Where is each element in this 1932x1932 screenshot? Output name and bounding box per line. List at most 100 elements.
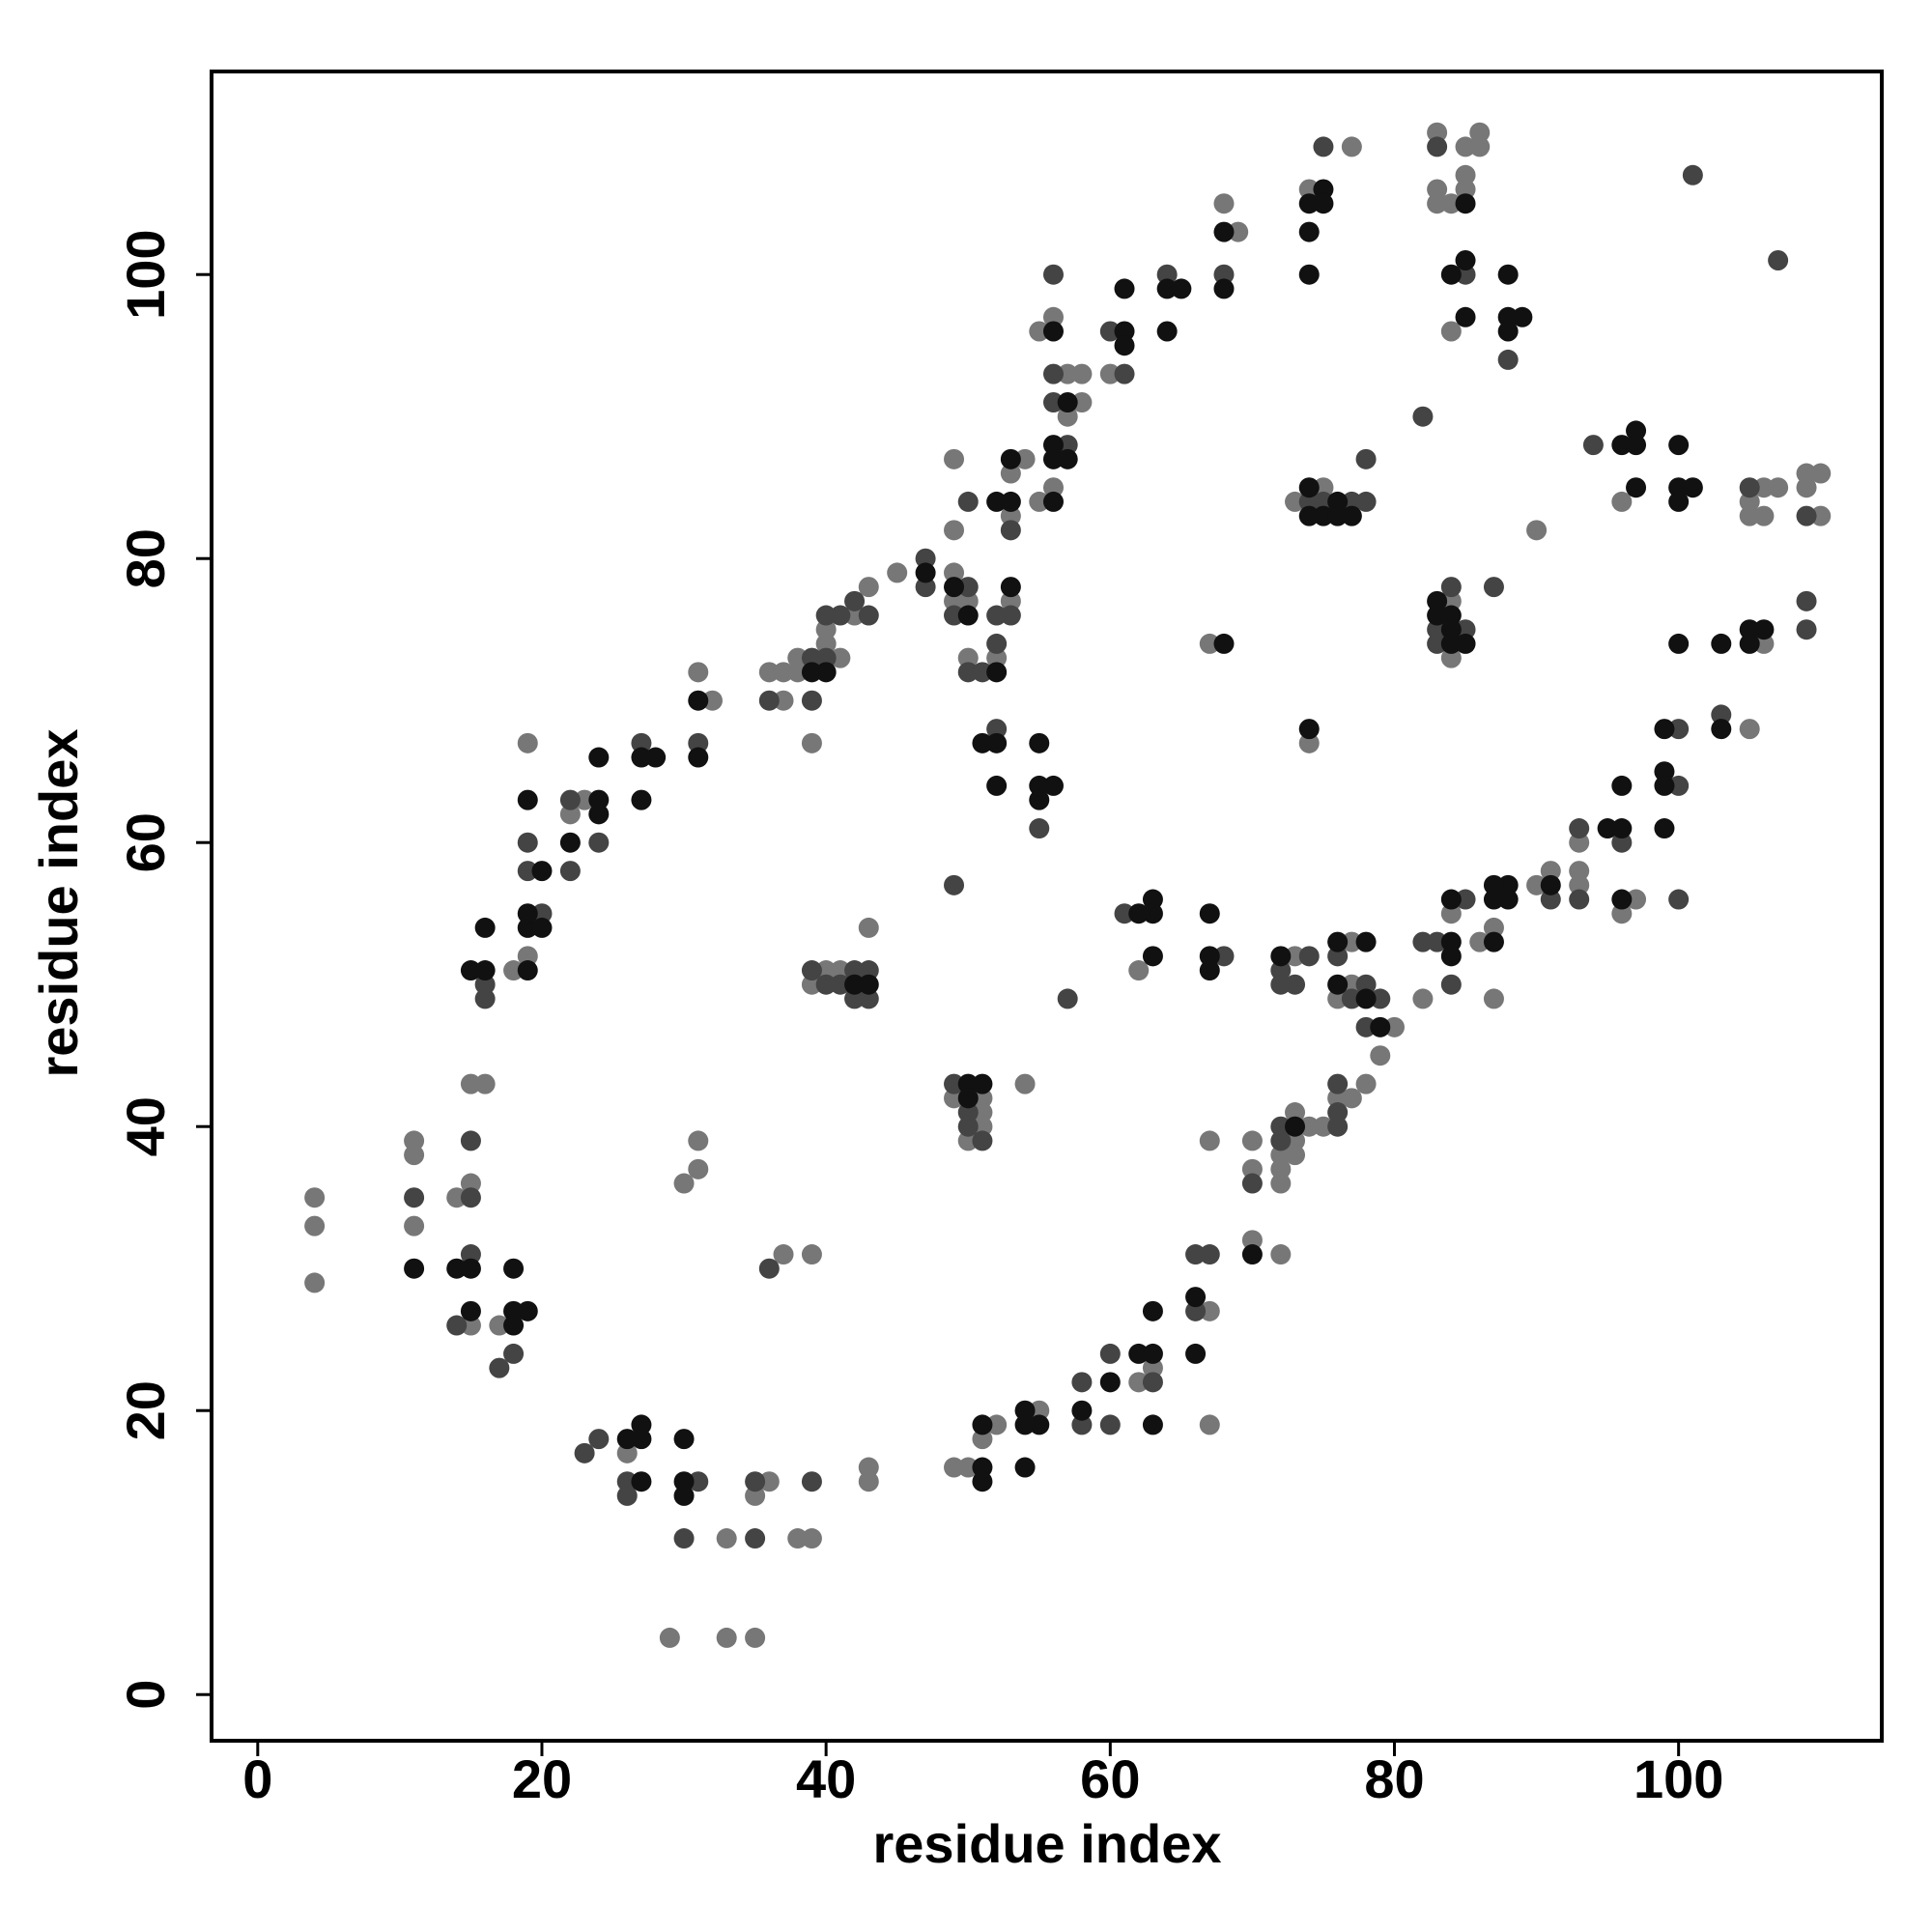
point: [1739, 633, 1760, 654]
point: [957, 590, 979, 611]
point: [1668, 719, 1690, 740]
point: [1042, 321, 1064, 342]
point: [1355, 491, 1377, 512]
point: [1455, 306, 1476, 327]
x-tick-label: 60: [1080, 1748, 1140, 1809]
point: [1313, 179, 1334, 200]
point: [1327, 491, 1349, 512]
point: [1626, 889, 1647, 910]
point: [1455, 136, 1476, 157]
point: [1654, 818, 1675, 839]
point: [1099, 1372, 1121, 1393]
point: [1341, 931, 1362, 952]
point: [1355, 1016, 1377, 1037]
point: [858, 917, 879, 938]
point: [1014, 1414, 1036, 1435]
point: [1469, 931, 1491, 952]
point: [986, 719, 1008, 740]
point: [858, 1457, 879, 1478]
y-tick-label: 100: [115, 229, 176, 319]
point: [1057, 988, 1078, 1009]
point: [1611, 889, 1633, 910]
point: [1000, 590, 1021, 611]
point: [616, 1429, 638, 1450]
point: [404, 1187, 425, 1208]
point: [972, 1457, 993, 1478]
point: [1526, 874, 1548, 895]
point: [1483, 931, 1504, 952]
point: [616, 1442, 638, 1463]
point: [1497, 264, 1519, 285]
point: [801, 1471, 822, 1492]
point: [588, 832, 610, 853]
point: [1014, 1073, 1036, 1094]
point: [1142, 889, 1163, 910]
point: [1270, 1173, 1292, 1194]
point: [645, 747, 667, 768]
point: [801, 960, 822, 981]
point: [1540, 889, 1561, 910]
point: [1298, 193, 1320, 214]
point: [1796, 590, 1817, 611]
point: [1412, 931, 1434, 952]
point: [517, 861, 538, 882]
point: [1668, 633, 1690, 654]
point: [1213, 946, 1235, 967]
point: [801, 690, 822, 711]
point: [1142, 1343, 1163, 1364]
point: [815, 647, 837, 668]
point: [745, 1528, 766, 1549]
point: [1668, 775, 1690, 796]
point: [1213, 278, 1235, 299]
point: [944, 562, 965, 583]
point: [517, 832, 538, 853]
point: [1526, 520, 1548, 541]
point: [1298, 505, 1320, 526]
point: [304, 1187, 326, 1208]
point: [588, 747, 610, 768]
point: [1412, 406, 1434, 427]
point: [1071, 1372, 1093, 1393]
point: [957, 662, 979, 683]
point: [1042, 477, 1064, 498]
point: [503, 960, 525, 981]
point: [1440, 946, 1462, 967]
point: [1029, 775, 1050, 796]
point: [460, 960, 481, 981]
point: [1654, 761, 1675, 782]
point: [1611, 818, 1633, 839]
point: [1739, 619, 1760, 640]
point: [1327, 1102, 1349, 1123]
point: [1469, 122, 1491, 143]
point: [1114, 278, 1135, 299]
point: [1071, 392, 1093, 413]
point: [559, 789, 581, 810]
point: [1455, 179, 1476, 200]
point: [460, 1130, 481, 1151]
point: [1042, 392, 1064, 413]
point: [1455, 250, 1476, 271]
point: [1298, 221, 1320, 242]
point: [1427, 122, 1448, 143]
point: [1739, 491, 1760, 512]
point: [1000, 605, 1021, 626]
point: [1029, 321, 1050, 342]
point: [1213, 264, 1235, 285]
point: [1440, 903, 1462, 924]
point: [531, 861, 553, 882]
point: [986, 662, 1008, 683]
point: [474, 917, 496, 938]
point: [1199, 633, 1220, 654]
point: [801, 974, 822, 995]
point: [1029, 491, 1050, 512]
point: [972, 1429, 993, 1450]
point: [1327, 1116, 1349, 1137]
point: [1298, 719, 1320, 740]
point: [503, 1343, 525, 1364]
point: [1029, 1400, 1050, 1421]
y-tick-label: 0: [115, 1680, 176, 1710]
point: [844, 974, 866, 995]
point: [815, 960, 837, 981]
